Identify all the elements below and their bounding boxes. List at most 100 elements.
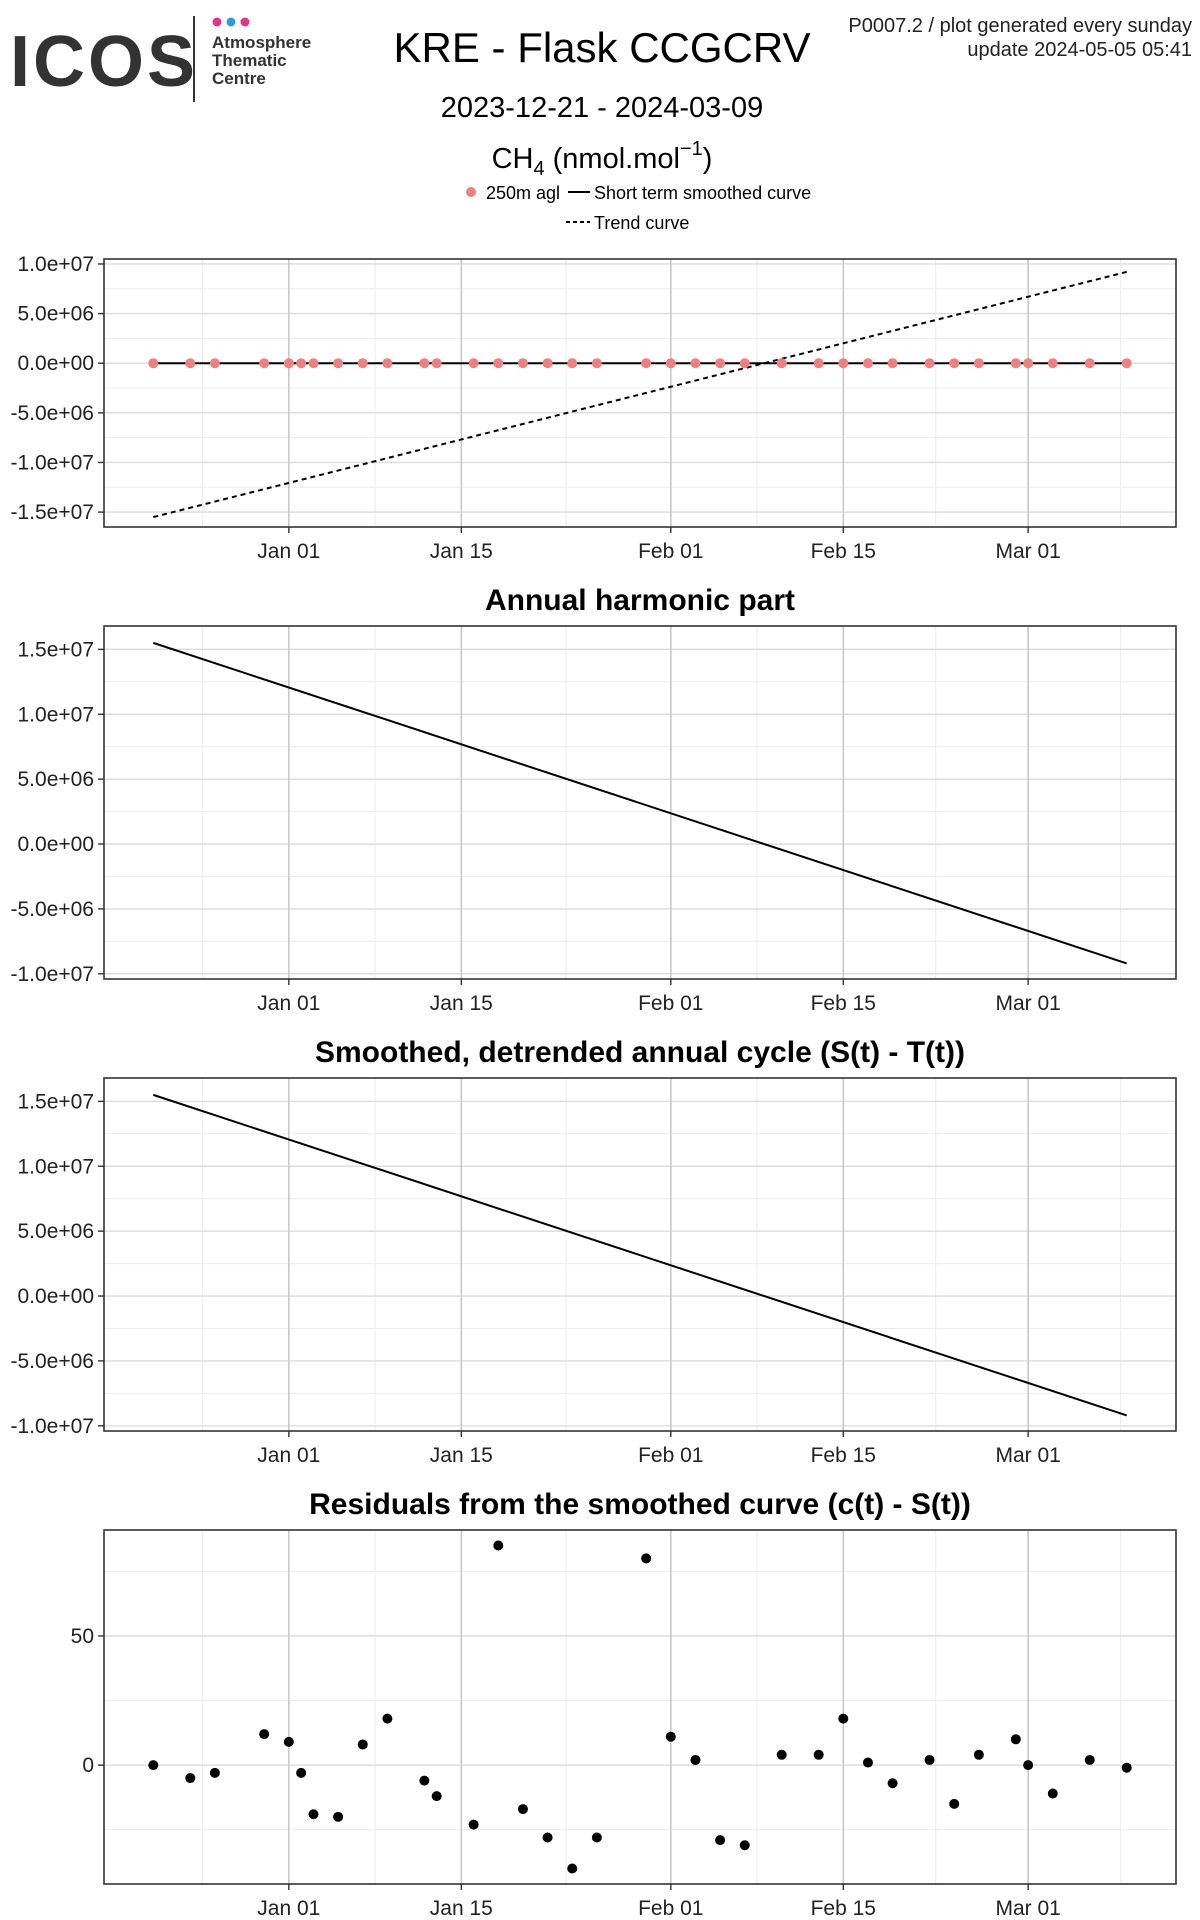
legend-trend-label: Trend curve <box>594 213 689 233</box>
data-point <box>431 1791 442 1802</box>
data-point <box>924 358 935 369</box>
data-point <box>209 1767 220 1778</box>
data-point <box>185 358 196 369</box>
data-point <box>862 358 873 369</box>
data-point <box>1023 358 1034 369</box>
plot-area <box>104 1530 1176 1884</box>
data-point <box>739 1840 750 1851</box>
legend-point-key <box>466 187 476 197</box>
page-title: KRE - Flask CCGCRV <box>394 24 811 71</box>
data-point <box>333 358 344 369</box>
data-point <box>690 358 701 369</box>
y-tick-label: 0.0e+00 <box>18 352 95 375</box>
logo-line-2: Thematic <box>212 51 287 70</box>
y-tick-label: 1.5e+07 <box>18 638 95 661</box>
panel-title: Annual harmonic part <box>485 584 795 617</box>
logo-wordmark: ICOS <box>10 22 198 102</box>
data-point <box>148 358 159 369</box>
logo-divider <box>193 16 195 102</box>
data-point <box>665 358 676 369</box>
y-tick-label: 5.0e+06 <box>18 1220 95 1243</box>
data-point <box>591 358 602 369</box>
logo-line-3: Centre <box>212 69 266 88</box>
plot-frame <box>103 1529 1177 1885</box>
data-point <box>468 1819 479 1830</box>
logo-dot-2 <box>226 17 236 27</box>
panel-title: Smoothed, detrended annual cycle (S(t) -… <box>315 1036 965 1069</box>
logo-dot-1 <box>212 17 222 27</box>
x-tick-label: Mar 01 <box>995 1444 1060 1467</box>
data-point <box>542 358 553 369</box>
data-point <box>924 1754 935 1765</box>
data-point <box>641 358 652 369</box>
y-tick-label: 5.0e+06 <box>18 768 95 791</box>
x-tick-label: Feb 01 <box>638 1444 703 1467</box>
y-tick-label: 50 <box>71 1625 94 1648</box>
legend-smooth-label: Short term smoothed curve <box>594 183 811 203</box>
data-point <box>357 1739 368 1750</box>
data-point <box>1010 1734 1021 1745</box>
y-tick-label: 1.0e+07 <box>18 253 95 276</box>
x-tick-label: Feb 01 <box>638 1897 703 1920</box>
data-point <box>209 358 220 369</box>
data-point <box>419 1775 430 1786</box>
x-tick-label: Feb 15 <box>811 1444 876 1467</box>
plot-area <box>104 259 1176 527</box>
data-point <box>259 358 270 369</box>
data-point <box>148 1760 159 1771</box>
x-tick-label: Feb 15 <box>811 992 876 1015</box>
x-tick-label: Feb 15 <box>811 540 876 563</box>
plot-frame <box>103 1077 1177 1432</box>
x-tick-label: Feb 01 <box>638 992 703 1015</box>
data-point <box>283 1736 294 1747</box>
y-tick-label: 0.0e+00 <box>18 833 95 856</box>
logo-dot-3 <box>240 17 250 27</box>
data-point <box>838 358 849 369</box>
y-tick-label: -5.0e+06 <box>11 1350 95 1373</box>
chart-panel-1: 1.0e+07 5.0e+06 0.0e+00 -5.0e+06 -1.0e+07 -1.… <box>11 253 1177 563</box>
data-point <box>862 1757 873 1768</box>
y-tick-label: -5.0e+06 <box>11 402 95 425</box>
data-point <box>493 1540 504 1551</box>
plot-frame <box>103 625 1177 980</box>
data-point <box>776 1749 787 1760</box>
data-point <box>431 358 442 369</box>
x-tick-label: Jan 01 <box>257 1444 320 1467</box>
data-point <box>517 1804 528 1815</box>
data-point <box>493 358 504 369</box>
data-point <box>308 1809 319 1820</box>
y-tick-label: -5.0e+06 <box>11 898 95 921</box>
data-point <box>308 358 319 369</box>
data-point <box>468 358 479 369</box>
legend-points-label: 250m agl <box>486 183 560 203</box>
data-point <box>973 1749 984 1760</box>
y-tick-label: -1.0e+07 <box>11 451 95 474</box>
data-point <box>887 1778 898 1789</box>
y-tick-label: 1.5e+07 <box>18 1090 95 1113</box>
x-tick-label: Jan 15 <box>430 1444 493 1467</box>
data-point <box>1121 1762 1132 1773</box>
data-point <box>567 358 578 369</box>
data-point <box>185 1773 196 1784</box>
y-tick-label: 1.0e+07 <box>18 703 95 726</box>
x-tick-label: Feb 15 <box>811 1897 876 1920</box>
data-point <box>1047 1788 1058 1799</box>
data-point <box>382 358 393 369</box>
data-point <box>382 1713 393 1724</box>
x-tick-label: Mar 01 <box>995 540 1060 563</box>
data-point <box>1047 358 1058 369</box>
y-tick-label: 1.0e+07 <box>18 1155 95 1178</box>
data-point <box>296 358 307 369</box>
chart-panel-4: Residuals from the smoothed curve (c(t) … <box>71 1488 1177 1920</box>
smoothed-curve <box>152 1093 1128 1417</box>
legend: 250m agl Short term smoothed curve Trend… <box>466 183 811 233</box>
data-point <box>567 1863 578 1874</box>
chart-panel-2: Annual harmonic part 1.5e+07 1.0e+07 5.0e+0… <box>11 584 1177 1015</box>
x-tick-label: Jan 01 <box>257 1897 320 1920</box>
panel-title: Residuals from the smoothed curve (c(t) … <box>309 1488 971 1521</box>
y-tick-label: 5.0e+06 <box>18 303 95 326</box>
data-point <box>776 358 787 369</box>
data-point <box>739 358 750 369</box>
plot-frame <box>103 258 1177 528</box>
icos-logo: ICOS Atmosphere Thematic Centre <box>10 16 311 102</box>
